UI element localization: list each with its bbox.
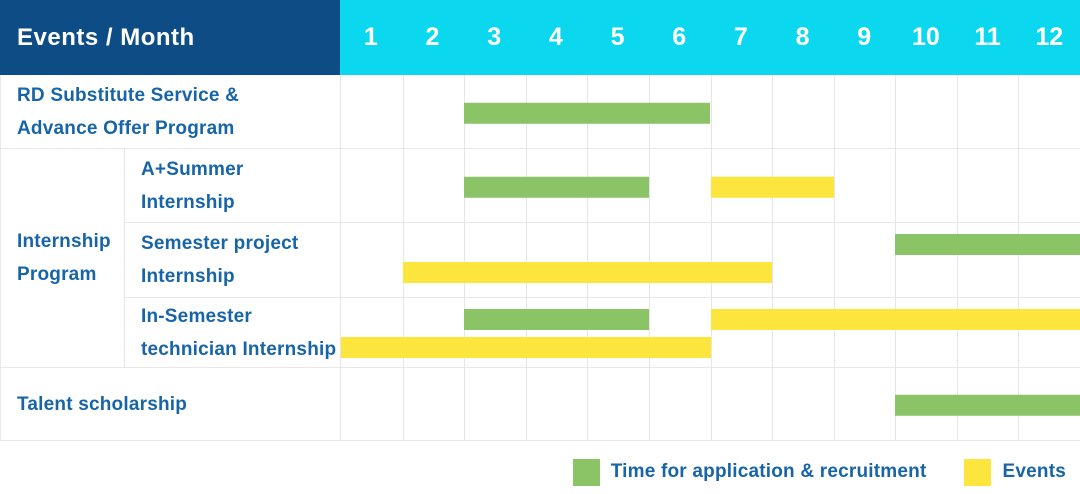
bar-event	[710, 176, 834, 198]
month-gridline	[956, 298, 958, 367]
month-gridline	[464, 223, 466, 297]
month-gridline	[895, 298, 897, 367]
month-gridline	[402, 368, 404, 440]
month-gridline	[772, 223, 774, 297]
bar-application	[895, 394, 1080, 416]
month-gridline	[587, 368, 589, 440]
month-header-12: 12	[1035, 23, 1064, 51]
chart-row-2	[341, 222, 1080, 297]
row-label-line: technician Internship	[141, 338, 337, 360]
month-gridline	[833, 75, 835, 148]
row-label-3: In-Semester technician Internship	[125, 297, 341, 367]
month-gridline	[525, 223, 527, 297]
month-gridline	[402, 223, 404, 297]
month-gridline	[710, 368, 712, 440]
month-gridline	[956, 75, 958, 148]
month-gridline	[1018, 298, 1020, 367]
month-gridline	[525, 298, 527, 367]
month-header-9: 9	[857, 23, 872, 51]
row-label-4: Talent scholarship	[1, 367, 341, 440]
chart-row-4	[341, 367, 1080, 440]
month-gridline	[648, 149, 650, 222]
row-label-line: In-Semester	[141, 305, 252, 327]
month-header-11: 11	[974, 23, 1001, 51]
legend-swatch-application	[572, 458, 600, 486]
month-gridline	[895, 149, 897, 222]
month-gridline	[710, 298, 712, 367]
month-gridline	[587, 298, 589, 367]
month-gridline	[710, 223, 712, 297]
bar-application	[895, 234, 1080, 255]
month-gridline	[772, 298, 774, 367]
row-label-line: Internship	[141, 191, 235, 213]
month-gridline	[895, 75, 897, 148]
month-gridline	[710, 75, 712, 148]
legend-item-application: Time for application & recruitment	[572, 458, 927, 486]
month-gridline	[587, 223, 589, 297]
month-gridline	[772, 368, 774, 440]
month-gridline	[464, 368, 466, 440]
month-gridline	[833, 223, 835, 297]
row-label-line: Internship	[141, 266, 235, 287]
bar-event	[341, 337, 711, 358]
row-label-line: Internship	[17, 231, 111, 252]
legend-item-event: Events	[964, 458, 1066, 486]
month-gridline	[1018, 75, 1020, 148]
month-header-strip: 1 2 3 4 5 6 7 8 9 10 11 12	[340, 0, 1080, 75]
month-gridline	[1018, 149, 1020, 222]
legend-label: Events	[1002, 461, 1066, 482]
month-gridline	[772, 75, 774, 148]
row-label-line: Advance Offer Program	[17, 117, 235, 139]
legend-label: Time for application & recruitment	[610, 461, 927, 482]
row-label-2: Semester project Internship	[125, 222, 341, 297]
chart-row-1	[341, 148, 1080, 222]
table-header-row: Events / Month 1 2 3 4 5 6 7 8 9 10 11 12	[0, 0, 1080, 75]
month-header-8: 8	[795, 23, 810, 51]
row-label-line: RD Substitute Service &	[17, 84, 240, 106]
month-gridline	[648, 223, 650, 297]
month-header-3: 3	[487, 23, 502, 51]
bar-application	[464, 309, 649, 330]
month-header-6: 6	[672, 23, 687, 51]
bar-event	[402, 262, 773, 283]
month-header-7: 7	[733, 23, 748, 51]
month-gridline	[402, 298, 404, 367]
month-gridline	[402, 75, 404, 148]
bar-application	[464, 176, 649, 198]
month-gridline	[956, 149, 958, 222]
row-label-line: Talent scholarship	[17, 393, 188, 415]
month-header-5: 5	[610, 23, 625, 51]
legend: Time for application & recruitment Events	[0, 441, 1080, 494]
month-gridline	[956, 223, 958, 297]
month-header-4: 4	[548, 23, 563, 51]
row-label-line: Semester project	[141, 233, 299, 254]
group-label-internship-program: Internship Program	[1, 148, 125, 367]
month-gridline	[833, 368, 835, 440]
month-header-2: 2	[425, 23, 440, 51]
row-label-1: A+Summer Internship	[125, 148, 341, 222]
month-gridline	[833, 298, 835, 367]
month-gridline	[833, 149, 835, 222]
legend-swatch-event	[964, 458, 992, 486]
month-gridline	[464, 298, 466, 367]
month-header-1: 1	[363, 23, 378, 51]
bar-event	[710, 309, 1080, 330]
month-header-10: 10	[911, 23, 940, 51]
gantt-body: RD Substitute Service & Advance Offer Pro…	[0, 75, 1080, 441]
chart-row-3	[341, 297, 1080, 367]
month-gridline	[648, 298, 650, 367]
row-label-0: RD Substitute Service & Advance Offer Pro…	[1, 75, 341, 148]
bar-application	[464, 102, 711, 124]
row-label-line: A+Summer	[141, 158, 244, 180]
month-gridline	[1018, 223, 1020, 297]
month-gridline	[648, 368, 650, 440]
row-label-line: Program	[17, 264, 97, 285]
month-gridline	[895, 223, 897, 297]
chart-row-0	[341, 75, 1080, 148]
month-gridline	[525, 368, 527, 440]
month-gridline	[402, 149, 404, 222]
events-month-header: Events / Month	[0, 0, 340, 75]
